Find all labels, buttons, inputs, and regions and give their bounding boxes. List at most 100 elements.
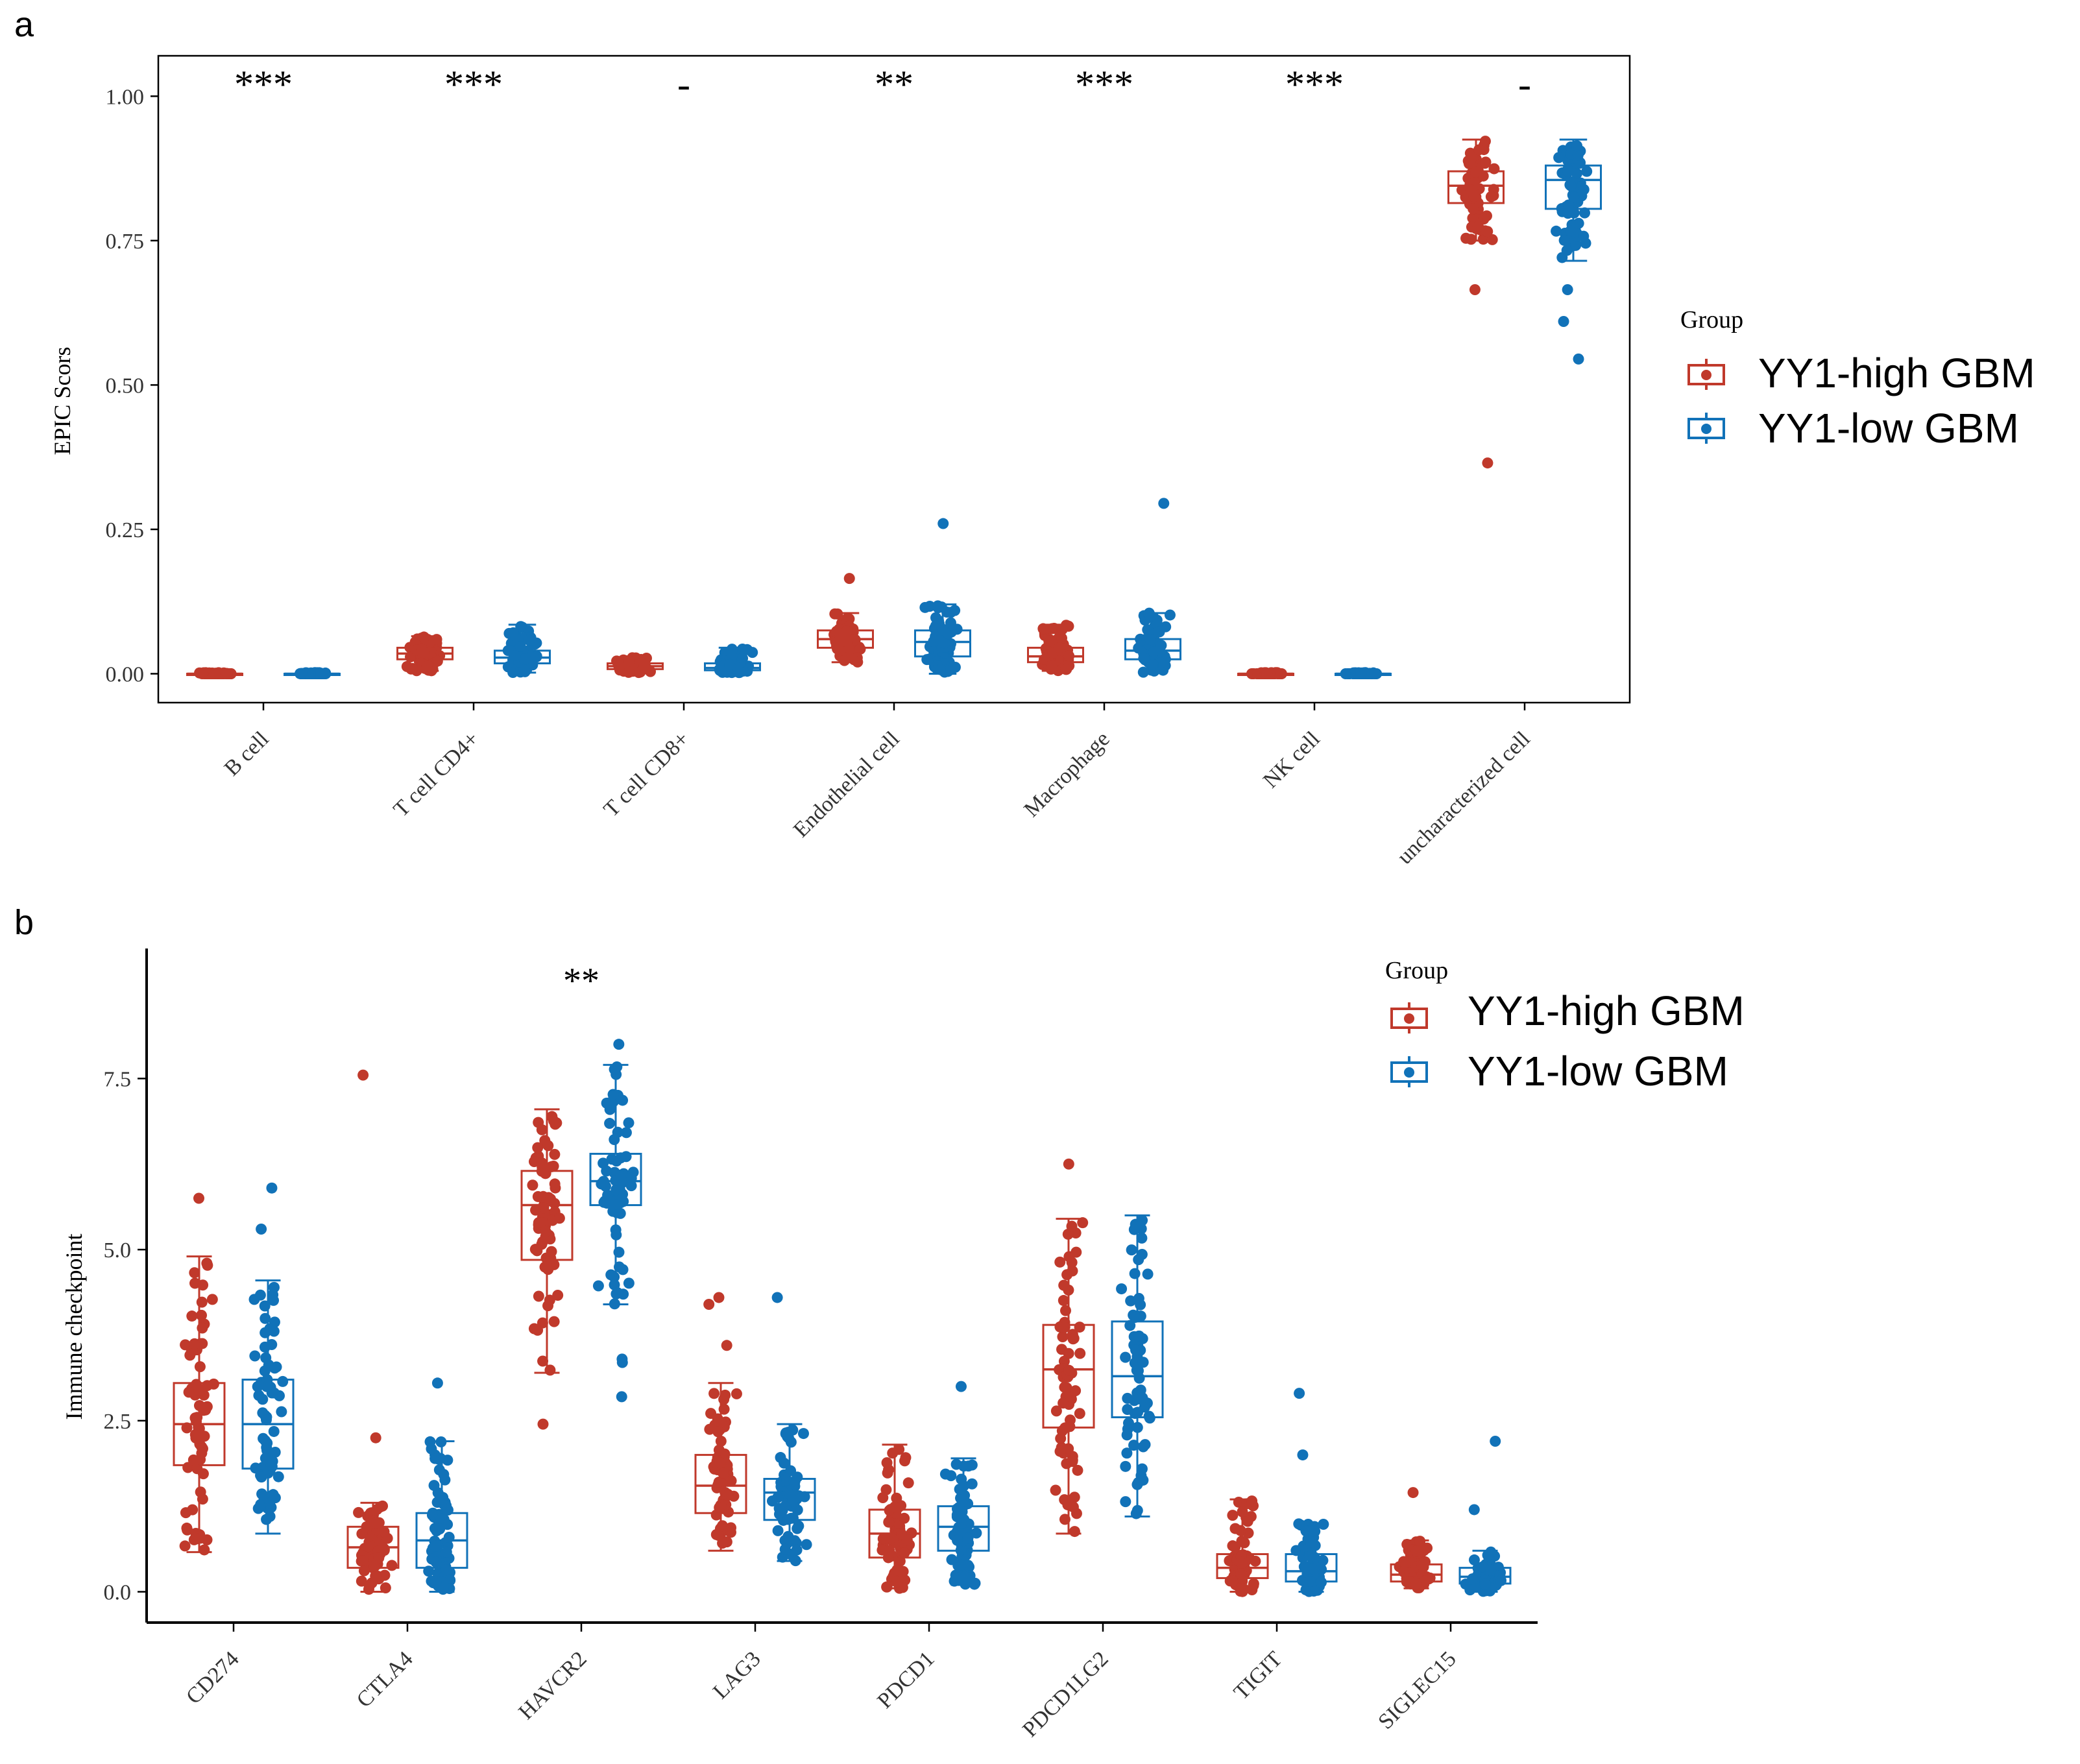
data-point xyxy=(1122,1392,1133,1404)
data-point xyxy=(598,1176,609,1187)
data-point xyxy=(520,653,531,665)
data-point xyxy=(509,649,521,661)
data-point xyxy=(264,1497,276,1509)
significance-label: - xyxy=(1518,63,1531,106)
outlier-point xyxy=(843,573,855,585)
data-point xyxy=(191,1429,202,1441)
data-point xyxy=(960,1571,971,1582)
data-point xyxy=(1120,1496,1131,1508)
data-point xyxy=(209,668,221,679)
data-point xyxy=(958,1460,969,1472)
data-point xyxy=(772,1492,784,1503)
data-point xyxy=(969,1577,981,1589)
data-point xyxy=(1058,1295,1069,1307)
data-point xyxy=(1060,664,1072,675)
panel-b-letter: b xyxy=(14,903,34,942)
y-tick-label: 5.0 xyxy=(104,1238,132,1263)
data-point xyxy=(370,1570,381,1582)
data-point xyxy=(792,1523,803,1534)
y-tick-label: 0.0 xyxy=(104,1581,132,1605)
data-point xyxy=(255,1499,267,1510)
data-point xyxy=(1059,1514,1070,1525)
data-point xyxy=(1148,646,1159,658)
data-point xyxy=(1482,226,1493,237)
data-point xyxy=(268,1425,280,1437)
data-point xyxy=(536,1124,548,1135)
data-point xyxy=(277,1375,289,1387)
data-point xyxy=(269,1446,281,1458)
data-point xyxy=(1121,1429,1133,1441)
data-point xyxy=(1116,1283,1128,1295)
data-point xyxy=(430,1556,442,1568)
data-point xyxy=(779,1534,791,1546)
y-tick-label: 1.00 xyxy=(106,85,145,109)
data-point xyxy=(889,1501,901,1513)
box-high xyxy=(173,1192,226,1556)
data-point xyxy=(1120,1460,1131,1472)
data-point xyxy=(296,668,308,679)
outlier-point xyxy=(1468,1504,1480,1516)
data-point xyxy=(441,1564,452,1576)
data-point xyxy=(616,1170,627,1182)
outlier-point xyxy=(1158,498,1170,509)
data-point xyxy=(1124,1320,1136,1331)
data-point xyxy=(1250,1555,1261,1567)
data-point xyxy=(1410,1545,1422,1557)
data-point xyxy=(1050,1484,1061,1496)
data-point xyxy=(1135,1311,1146,1322)
data-point xyxy=(1061,1269,1073,1281)
outlier-point xyxy=(955,1381,967,1392)
data-point xyxy=(1369,668,1381,679)
data-point xyxy=(1468,191,1480,202)
data-point xyxy=(261,1514,272,1525)
data-point xyxy=(966,1478,978,1490)
data-point xyxy=(742,644,753,655)
data-point xyxy=(708,1388,720,1399)
data-point xyxy=(849,634,861,646)
outlier-point xyxy=(537,1418,549,1430)
data-point xyxy=(1562,165,1574,177)
data-point xyxy=(181,1522,193,1534)
data-point xyxy=(962,1532,974,1544)
data-point xyxy=(542,1264,554,1275)
box-low xyxy=(704,643,761,679)
data-point xyxy=(260,1327,271,1338)
data-point xyxy=(891,1564,903,1576)
data-point xyxy=(1068,1333,1080,1344)
data-point xyxy=(1074,1347,1086,1359)
outlier-point xyxy=(1469,284,1481,296)
significance-label: *** xyxy=(1075,63,1133,106)
data-point xyxy=(524,634,535,646)
data-point xyxy=(1482,1549,1493,1561)
box-low xyxy=(1458,1435,1512,1597)
y-tick-label: 7.5 xyxy=(104,1067,132,1091)
data-point xyxy=(1074,1408,1085,1420)
data-point xyxy=(787,1424,799,1436)
data-point xyxy=(725,1475,737,1487)
data-point xyxy=(797,1428,809,1440)
data-point xyxy=(443,1532,455,1543)
data-point xyxy=(1131,1421,1143,1433)
data-point xyxy=(533,1290,544,1302)
data-point xyxy=(1137,1357,1149,1368)
outlier-point xyxy=(357,1069,369,1081)
data-point xyxy=(189,1267,200,1279)
data-point xyxy=(1058,1279,1070,1291)
data-point xyxy=(1132,1407,1144,1418)
data-point xyxy=(197,1401,208,1413)
data-point xyxy=(1471,1581,1482,1593)
data-point xyxy=(1066,1220,1078,1232)
box-high xyxy=(1027,620,1084,677)
data-point xyxy=(1133,1477,1144,1488)
data-point xyxy=(1128,1224,1140,1235)
data-point xyxy=(261,1381,272,1392)
data-point xyxy=(428,1480,440,1492)
data-point xyxy=(1059,1381,1070,1393)
box-high xyxy=(520,1108,574,1430)
data-point xyxy=(1056,1425,1068,1436)
box-high xyxy=(396,631,453,677)
data-point xyxy=(934,664,946,675)
data-point xyxy=(1067,1456,1078,1468)
